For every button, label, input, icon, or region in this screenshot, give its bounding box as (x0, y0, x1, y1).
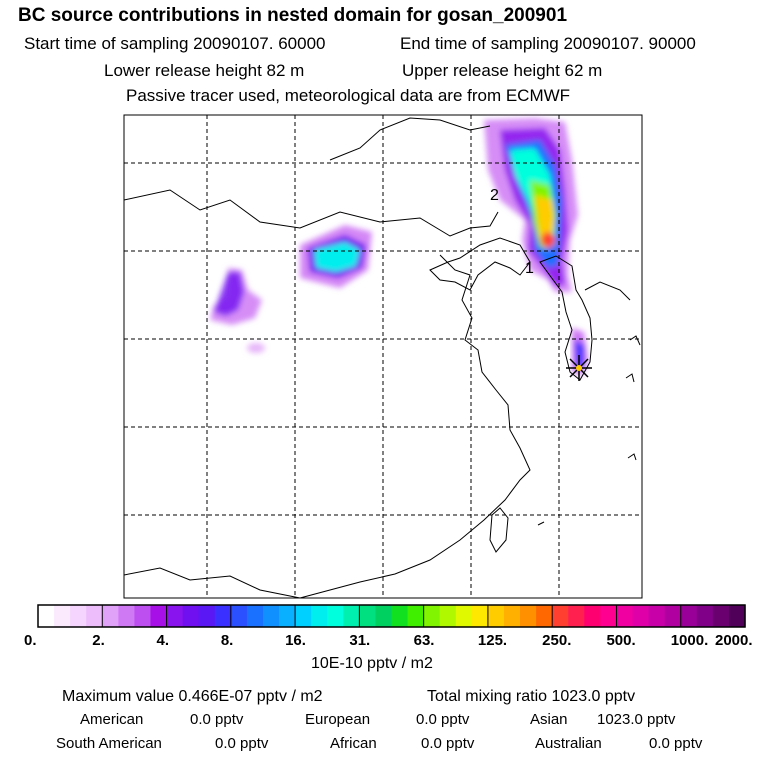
colorbar-swatch (712, 605, 730, 627)
asian-value: 1023.0 pptv (597, 711, 676, 728)
colorbar-swatch (214, 605, 232, 627)
african-value: 0.0 pptv (421, 735, 475, 752)
lower-release-label: Lower release height 82 m (104, 61, 305, 80)
european-label: European (305, 711, 371, 728)
colorbar-swatch (246, 605, 264, 627)
colorbar-tick-label: 2. (92, 632, 105, 649)
colorbar-tick-label: 4. (156, 632, 170, 649)
colorbar-tick-label: 500. (606, 632, 636, 649)
marker-2: 2 (490, 187, 499, 204)
colorbar-swatch (54, 605, 71, 627)
colorbar-swatch (38, 605, 55, 627)
colorbar-swatch (391, 605, 409, 627)
max-value-label: Maximum value 0.466E-07 pptv / m2 (62, 688, 323, 705)
colorbar-swatch (455, 605, 473, 627)
marker-1: 1 (525, 260, 534, 277)
chart-title: BC source contributions in nested domain… (18, 5, 568, 26)
colorbar-swatch (423, 605, 441, 627)
colorbar-swatch (359, 605, 377, 627)
colorbar-swatch (600, 605, 618, 627)
colorbar-tick-label: 250. (542, 632, 572, 649)
colorbar-swatch (198, 605, 216, 627)
colorbar-swatch (166, 605, 184, 627)
plume-west (210, 268, 265, 353)
asian-label: Asian (530, 711, 568, 728)
colorbar-swatch (439, 605, 457, 627)
colorbar-swatch (311, 605, 328, 627)
colorbar-swatch (150, 605, 168, 627)
colorbar-tick-label: 63. (413, 632, 435, 649)
australian-value: 0.0 pptv (649, 735, 703, 752)
colorbar-swatch (343, 605, 360, 627)
end-time-label: End time of sampling 20090107. 90000 (400, 34, 696, 53)
colorbar-swatch (262, 605, 280, 627)
colorbar-swatch (552, 605, 569, 627)
colorbar-swatch (327, 605, 344, 627)
colorbar-swatch (487, 605, 505, 627)
colorbar-swatch (70, 605, 87, 627)
upper-release-label: Upper release height 62 m (402, 61, 603, 80)
american-label: American (80, 711, 144, 728)
colorbar-swatch (230, 605, 248, 627)
european-value: 0.0 pptv (416, 711, 470, 728)
plume-central (300, 225, 372, 288)
colorbar-tick-label: 1000. (670, 632, 709, 649)
colorbar-tick-label: 8. (220, 632, 234, 649)
colorbar-tick-label: 0. (24, 632, 37, 649)
colorbar-swatch (664, 605, 682, 627)
colorbar-swatch (471, 605, 489, 627)
colorbar-swatch (118, 605, 136, 627)
colorbar-swatch (584, 605, 601, 627)
colorbar-swatch (86, 605, 103, 627)
african-label: African (330, 735, 377, 752)
colorbar-swatch (616, 605, 634, 627)
colorbar-swatch (503, 605, 521, 627)
colorbar-swatch (375, 605, 393, 627)
colorbar-swatch (295, 605, 312, 627)
colorbar-swatch (134, 605, 152, 627)
coastlines (123, 117, 641, 599)
colorbar-swatch (648, 605, 666, 627)
colorbar-unit-label: 10E-10 pptv / m2 (311, 655, 433, 672)
colorbar-swatch (680, 605, 698, 627)
colorbar-swatch (696, 605, 714, 627)
colorbar-tick-label: 16. (285, 632, 306, 649)
colorbar-swatch (536, 605, 553, 627)
colorbar-swatch (407, 605, 425, 627)
colorbar-swatch (182, 605, 200, 627)
colorbar-swatch (279, 605, 296, 627)
grid-lines (124, 115, 642, 598)
colorbar-frame (37, 604, 746, 628)
colorbar-swatch (632, 605, 650, 627)
colorbar-swatch (568, 605, 585, 627)
american-value: 0.0 pptv (190, 711, 244, 728)
colorbar (38, 605, 746, 627)
colorbar-swatch (520, 605, 537, 627)
colorbar-tick-label: 2000. (715, 632, 753, 649)
tracer-note: Passive tracer used, meteorological data… (126, 86, 571, 105)
total-mixing-label: Total mixing ratio 1023.0 pptv (427, 688, 636, 705)
colorbar-swatch (728, 605, 746, 627)
south-american-value: 0.0 pptv (215, 735, 269, 752)
colorbar-swatch (102, 605, 119, 627)
start-time-label: Start time of sampling 20090107. 60000 (24, 34, 326, 53)
colorbar-tick-label: 31. (349, 632, 371, 649)
plume-northeast (484, 118, 578, 292)
australian-label: Australian (535, 735, 602, 752)
south-american-label: South American (56, 735, 162, 752)
colorbar-tick-label: 125. (477, 632, 508, 649)
